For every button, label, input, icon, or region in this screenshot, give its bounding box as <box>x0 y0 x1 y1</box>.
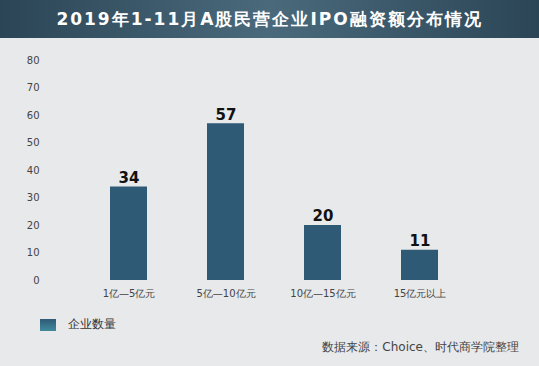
svg-text:60: 60 <box>27 110 40 121</box>
svg-text:80: 80 <box>27 55 40 66</box>
svg-text:10: 10 <box>27 247 40 258</box>
svg-text:1亿—5亿元: 1亿—5亿元 <box>103 288 156 299</box>
svg-text:20: 20 <box>27 220 40 231</box>
svg-text:34: 34 <box>119 169 140 187</box>
svg-text:50: 50 <box>27 137 40 148</box>
svg-text:0: 0 <box>33 275 39 286</box>
svg-text:20: 20 <box>313 207 334 225</box>
svg-text:11: 11 <box>410 232 431 250</box>
html-text:2019年1-11月A股民营企业IPO融资额分布情况: 2019年1-11月A股民营企业IPO融资额分布情况 <box>56 9 483 29</box>
svg-text:15亿元以上: 15亿元以上 <box>394 288 447 299</box>
svg-text:10亿—15亿元: 10亿—15亿元 <box>290 288 355 299</box>
svg-text:30: 30 <box>27 192 40 203</box>
svg-text:57: 57 <box>216 106 237 124</box>
svg-text:5亿—10亿元: 5亿—10亿元 <box>196 288 255 299</box>
svg-text:70: 70 <box>27 82 40 93</box>
html-text:企业数量: 企业数量 <box>68 317 116 331</box>
svg-text:40: 40 <box>27 165 40 176</box>
html-text:数据来源：Choice、时代商学院整理: 数据来源：Choice、时代商学院整理 <box>322 340 519 354</box>
